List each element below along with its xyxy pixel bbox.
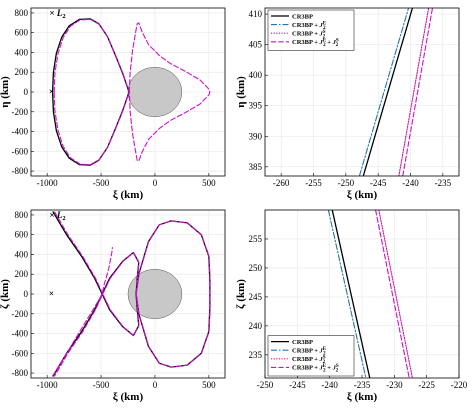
bl-ytick-label: -200 — [12, 309, 29, 319]
bl-plot: × — [49, 211, 211, 377]
br-ytick-label: 235 — [249, 350, 263, 360]
tl-plot: × — [49, 18, 211, 166]
tr-series-cr3bp-0 — [362, 8, 414, 176]
bl-xtick-label: -1000 — [37, 380, 58, 390]
tl-ytick-label: -600 — [12, 146, 29, 156]
tl-l2-label: × L2 — [49, 8, 65, 20]
bl-xlabel: ξ (km) — [113, 391, 144, 403]
tr-xtick-label: -260 — [273, 178, 290, 188]
tr-ytick-label: 405 — [249, 40, 263, 50]
tr-legend-label-j2s: CR3BP + JS 2 — [292, 30, 326, 40]
tr-ytick-label: 390 — [249, 131, 263, 141]
tl-xtick-label: 0 — [153, 178, 158, 188]
tr-ytick-label: 385 — [249, 162, 263, 172]
tl-series-j2es-2 — [128, 22, 211, 162]
br-legend-box — [267, 335, 355, 377]
br-xtick-label: -225 — [418, 380, 435, 390]
br-ylabel: ζ (km) — [235, 279, 247, 309]
br-series-j2es-3 — [375, 210, 410, 378]
bl-xtick-label: 500 — [202, 380, 216, 390]
tr-xtick-label: -245 — [370, 178, 387, 188]
br-xtick-label: -220 — [451, 380, 468, 390]
bl-panel: × × L2 -1000 -500 0 500 -800 -600 -400 -200 0 200 40… — [0, 209, 226, 403]
tl-l2-point-marker: × — [49, 87, 54, 97]
tr-panel: -260 -255 -250 -245 -240 -235 385 390 395 400 405 4… — [235, 7, 460, 201]
tr-frame — [264, 7, 460, 177]
bl-l2-label: × L2 — [49, 210, 65, 222]
br-legend-label-cr3bp: CR3BP — [292, 339, 313, 346]
tl-ytick-label: 800 — [15, 8, 29, 18]
tr-xtick-label: -250 — [338, 178, 355, 188]
tl-ytick-label: -800 — [12, 166, 29, 176]
tr-ytick-label: 395 — [249, 101, 263, 111]
br-xtick-label: -250 — [257, 380, 274, 390]
bl-ytick-label: 200 — [15, 269, 29, 279]
br-ytick-label: 255 — [249, 234, 263, 244]
br-plot — [327, 210, 413, 378]
br-xtick-label: -230 — [386, 380, 403, 390]
br-xlabel: ξ (km) — [347, 391, 378, 403]
br-legend-label-j2es: CR3BP + JE 2 + JS 2 — [292, 364, 339, 374]
bl-series-j2es-2 — [52, 247, 113, 377]
tl-ytick-label: 400 — [15, 47, 29, 57]
tr-legend-label-j2e: CR3BP + JE 2 — [292, 21, 327, 31]
bl-l2-point-marker: × — [49, 289, 54, 299]
br-ytick-label: 245 — [249, 292, 263, 302]
tr-ytick-label: 410 — [249, 9, 263, 19]
tr-xtick-label: -235 — [435, 178, 452, 188]
tr-legend-box — [267, 9, 355, 51]
br-xtick-label: -235 — [354, 380, 371, 390]
bl-ytick-label: 600 — [15, 230, 29, 240]
tr-xlabel: ξ (km) — [347, 189, 378, 201]
tr-series-j2es-3 — [402, 8, 434, 176]
bl-xtick-label: -500 — [93, 380, 110, 390]
bl-ytick-label: -600 — [12, 348, 29, 358]
tr-legend-label-j2es: CR3BP + JE 2 + JS 2 — [292, 39, 339, 49]
tl-panel: × × L2 -1000 -500 0 500 -800 -600 -400 -200 0 200 40… — [0, 7, 226, 201]
tr-series-j2e-1 — [358, 8, 410, 176]
bl-ytick-label: 800 — [15, 210, 29, 220]
tl-ytick-label: -200 — [12, 107, 29, 117]
tl-xtick-label: -1000 — [37, 178, 58, 188]
bl-moon-disc — [127, 269, 183, 319]
tl-ytick-label: 0 — [24, 87, 29, 97]
tl-ylabel: η (km) — [0, 76, 11, 108]
tr-legend-label-cr3bp: CR3BP — [292, 13, 313, 20]
tl-xlabel: ξ (km) — [113, 189, 144, 201]
br-series-j2s-2 — [378, 210, 413, 378]
bl-ytick-label: -400 — [12, 329, 29, 339]
bl-series-j2es-1 — [54, 211, 211, 377]
br-series-j2e-1 — [327, 210, 367, 378]
br-ytick-label: 240 — [249, 321, 263, 331]
br-ytick-label: 250 — [249, 263, 263, 273]
br-series-cr3bp-0 — [331, 210, 371, 378]
tl-moon-disc — [127, 67, 183, 117]
br-legend-label-j2e: CR3BP + JE 2 — [292, 347, 327, 357]
bl-ytick-label: -800 — [12, 368, 29, 378]
br-xtick-label: -245 — [289, 380, 306, 390]
tr-ylabel: η (km) — [235, 76, 247, 108]
tr-ytick-label: 400 — [249, 70, 263, 80]
tl-xtick-label: 500 — [202, 178, 216, 188]
bl-ytick-label: 0 — [24, 289, 29, 299]
bl-ytick-label: 400 — [15, 249, 29, 259]
tl-ytick-label: 600 — [15, 28, 29, 38]
br-panel: -250 -245 -240 -235 -230 -225 -220 235 240 245 250… — [235, 209, 468, 403]
tr-plot — [358, 8, 434, 176]
tr-xtick-label: -255 — [305, 178, 322, 188]
br-legend-label-j2s: CR3BP + JS 2 — [292, 356, 326, 366]
tr-xtick-label: -240 — [402, 178, 419, 188]
bl-ylabel: ζ (km) — [0, 279, 11, 309]
br-xtick-label: -240 — [321, 380, 338, 390]
tl-ytick-label: 200 — [15, 67, 29, 77]
tl-ytick-label: -400 — [12, 127, 29, 137]
tr-series-j2s-2 — [398, 8, 430, 176]
tl-xtick-label: -500 — [93, 178, 110, 188]
bl-xtick-label: 0 — [153, 380, 158, 390]
